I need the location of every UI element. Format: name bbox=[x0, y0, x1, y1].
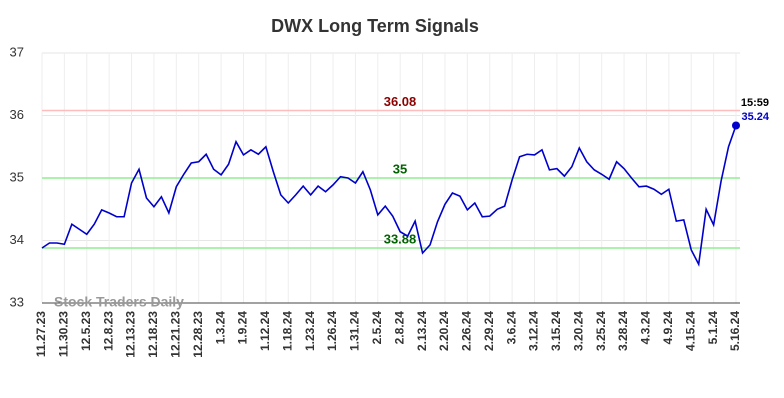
x-tick-label: 2.13.24 bbox=[415, 311, 429, 351]
price-line bbox=[41, 125, 737, 267]
x-tick-label: 12.5.23 bbox=[79, 311, 93, 351]
last-time: 15:59 bbox=[741, 97, 769, 109]
chart-title: DWX Long Term Signals bbox=[271, 16, 479, 36]
signal-label: 36.08 bbox=[384, 94, 417, 109]
x-tick-label: 1.23.24 bbox=[303, 311, 317, 351]
last-label: 35.24 bbox=[741, 111, 769, 123]
x-tick-label: 3.6.24 bbox=[504, 311, 518, 345]
x-tick-label: 1.26.24 bbox=[325, 311, 339, 351]
x-tick-label: 4.3.24 bbox=[639, 311, 653, 345]
x-tick-label: 12.13.23 bbox=[124, 311, 138, 358]
x-tick-label: 5.16.24 bbox=[728, 311, 742, 351]
x-tick-label: 1.9.24 bbox=[236, 311, 250, 345]
signal-label: 35 bbox=[393, 161, 407, 176]
x-tick-label: 11.30.23 bbox=[57, 311, 71, 357]
x-tick-label: 2.20.24 bbox=[437, 311, 451, 351]
x-tick-label: 2.29.24 bbox=[482, 311, 496, 351]
x-tick-label: 1.31.24 bbox=[348, 311, 362, 351]
y-tick-label: 33 bbox=[10, 294, 24, 309]
x-tick-label: 4.15.24 bbox=[683, 311, 697, 351]
x-tick-label: 3.12.24 bbox=[527, 311, 541, 351]
last-point bbox=[732, 121, 740, 130]
signal-label: 33.88 bbox=[384, 231, 417, 246]
y-tick-label: 37 bbox=[10, 44, 24, 59]
x-tick-label: 1.3.24 bbox=[213, 311, 227, 345]
x-tick-label: 3.20.24 bbox=[571, 311, 585, 351]
y-tick-label: 35 bbox=[10, 169, 24, 184]
x-tick-label: 12.18.23 bbox=[146, 311, 160, 358]
x-tick-label: 5.1.24 bbox=[706, 311, 720, 345]
x-tick-label: 12.28.23 bbox=[191, 311, 205, 358]
x-tick-label: 12.21.23 bbox=[168, 311, 182, 358]
x-tick-label: 2.26.24 bbox=[460, 311, 474, 351]
x-tick-label: 2.5.24 bbox=[370, 311, 384, 345]
y-tick-label: 36 bbox=[10, 107, 24, 122]
x-tick-label: 12.8.23 bbox=[101, 311, 115, 351]
y-tick-label: 34 bbox=[10, 232, 24, 247]
x-tick-label: 1.12.24 bbox=[258, 311, 272, 351]
x-tick-label: 3.25.24 bbox=[594, 311, 608, 351]
x-tick-label: 3.28.24 bbox=[616, 311, 630, 351]
x-tick-label: 11.27.23 bbox=[34, 311, 48, 357]
x-tick-label: 3.15.24 bbox=[549, 311, 563, 351]
x-tick-label: 2.8.24 bbox=[392, 311, 406, 345]
x-tick-label: 1.18.24 bbox=[280, 311, 294, 351]
watermark: Stock Traders Daily bbox=[54, 294, 184, 310]
x-tick-label: 4.9.24 bbox=[661, 311, 675, 345]
